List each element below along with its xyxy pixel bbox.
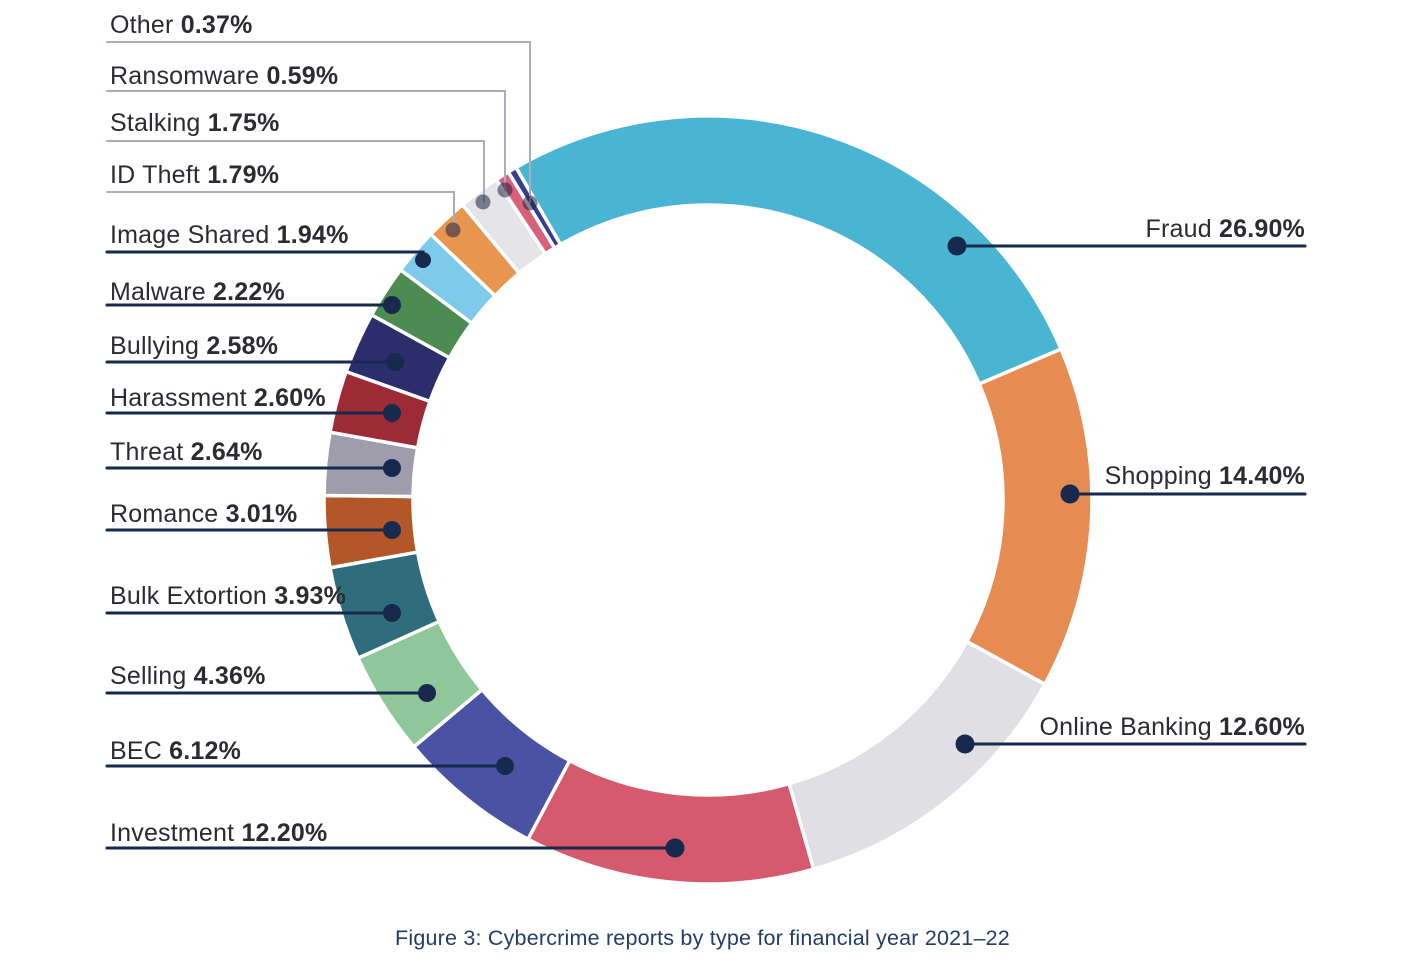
slice-label-name: Selling [110,662,187,690]
slice-label-value: 26.90% [1219,215,1305,243]
connector-dot-threat [383,459,401,477]
slice-label-name: Romance [110,500,219,528]
slice-label-investment: Investment 12.20% [110,818,327,848]
slice-label-stalking: Stalking 1.75% [110,108,280,138]
slice-label-online-banking: Online Banking 12.60% [1039,712,1305,742]
slice-label-name: Bullying [110,332,200,360]
slice-label-value: 2.58% [206,332,279,360]
slice-label-value: 3.93% [274,582,347,610]
slice-fraud [514,114,1063,386]
connector-dot-fraud [947,236,967,256]
slice-label-value: 3.01% [225,500,298,528]
connector-id-theft [106,191,455,231]
slice-label-ransomware: Ransomware 0.59% [110,61,338,91]
connector-dot-image-shared [415,252,431,268]
slice-label-malware: Malware 2.22% [110,277,285,307]
connector-dot-selling [418,684,436,702]
slice-label-name: Stalking [110,109,201,137]
slice-label-name: Malware [110,278,206,306]
slice-label-name: Investment [110,819,235,847]
slice-label-selling: Selling 4.36% [110,661,266,691]
slice-label-value: 0.59% [266,62,339,90]
figure-caption: Figure 3: Cybercrime reports by type for… [395,926,1010,950]
slice-label-name: Fraud [1145,215,1212,243]
slice-label-name: Other [110,11,174,39]
slice-online-banking [787,639,1047,871]
slice-label-image-shared: Image Shared 1.94% [110,220,349,250]
connector-dot-stalking [475,194,491,210]
connector-dot-harassment [383,404,401,422]
slice-label-value: 2.22% [213,278,285,306]
slice-label-fraud: Fraud 26.90% [1146,214,1305,244]
connector-dot-shopping [1060,484,1080,504]
slice-investment [526,758,816,886]
slice-label-romance: Romance 3.01% [110,499,297,529]
slice-label-name: Online Banking [1039,713,1212,741]
slice-label-value: 2.60% [253,384,326,412]
slice-label-name: Threat [110,438,184,466]
slice-label-threat: Threat 2.64% [110,437,263,467]
connector-dot-romance [383,521,401,539]
slice-label-value: 2.64% [190,438,263,466]
slice-label-value: 12.60% [1219,713,1305,741]
slice-label-name: Shopping [1104,462,1212,490]
slice-label-value: 14.40% [1219,462,1305,490]
slice-label-value: 1.79% [207,161,280,189]
slice-label-value: 6.12% [169,737,242,765]
connector-dot-ransomware [497,182,513,198]
connector-dot-malware [383,296,401,314]
slice-label-value: 0.37% [180,11,253,39]
slice-label-harassment: Harassment 2.60% [110,383,326,413]
slice-label-name: ID Theft [110,161,201,189]
connector-dot-bulk-extortion [383,604,401,622]
slice-label-value: 1.94% [276,221,349,249]
connector-dot-online-banking [955,734,975,754]
connector-dot-bec [496,757,514,775]
slice-label-shopping: Shopping 14.40% [1105,461,1305,491]
slice-label-name: Image Shared [110,221,270,249]
slice-label-bulk-extortion: Bulk Extortion 3.93% [110,581,346,611]
connector-other [106,41,531,204]
connector-dot-investment [665,838,685,858]
connector-dot-id-theft [445,222,461,238]
connector-image-shared [105,250,425,262]
slice-label-bullying: Bullying 2.58% [110,331,278,361]
slice-label-value: 4.36% [193,662,266,690]
connector-ransomware [106,90,506,191]
connector-dot-bullying [386,353,404,371]
slice-label-value: 12.20% [241,819,328,847]
slice-label-name: BEC [110,737,163,765]
slice-label-other: Other 0.37% [110,10,253,40]
slice-label-id-theft: ID Theft 1.79% [110,160,279,190]
slice-label-name: Harassment [110,384,247,412]
slice-label-value: 1.75% [207,109,280,137]
connector-dot-other [522,195,538,211]
slice-label-name: Bulk Extortion [110,582,268,610]
slice-label-bec: BEC 6.12% [110,736,241,766]
slice-label-name: Ransomware [110,62,260,90]
connector-stalking [106,140,485,203]
slice-shopping [965,347,1094,687]
